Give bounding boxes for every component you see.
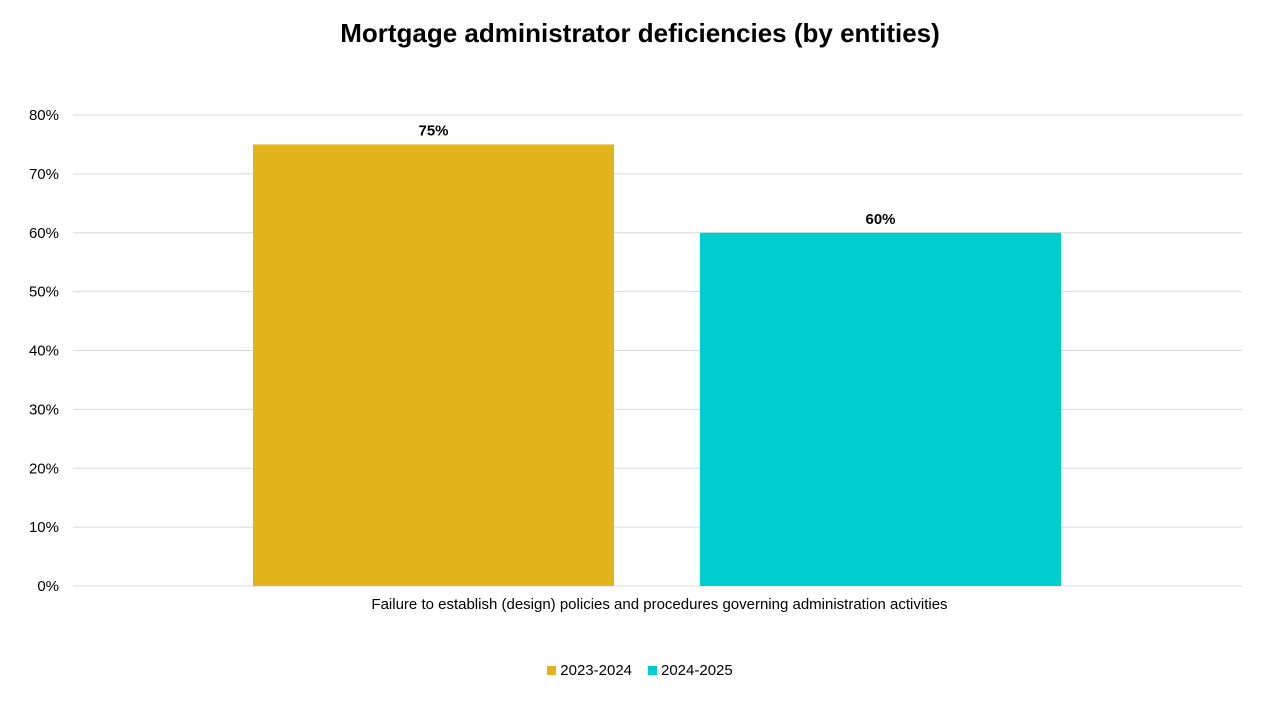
legend-label: 2024-2025: [661, 662, 733, 679]
y-tick-label: 80%: [29, 107, 59, 124]
legend: 2023-2024 2024-2025: [0, 662, 1280, 679]
y-tick-label: 50%: [29, 284, 59, 301]
legend-swatch: [648, 666, 657, 675]
chart-title: Mortgage administrator deficiencies (by …: [340, 18, 940, 48]
y-tick-label: 30%: [29, 401, 59, 418]
x-category-label: Failure to establish (design) policies a…: [371, 596, 947, 613]
y-tick-label: 20%: [29, 460, 59, 477]
y-tick-label: 60%: [29, 225, 59, 242]
legend-label: 2023-2024: [560, 662, 632, 679]
y-tick-label: 0%: [37, 578, 59, 595]
y-tick-label: 10%: [29, 519, 59, 536]
data-label: 75%: [418, 122, 448, 139]
y-tick-label: 40%: [29, 343, 59, 360]
legend-swatch: [547, 666, 557, 675]
legend-item: 2024-2025: [648, 662, 733, 679]
data-label: 60%: [865, 211, 895, 228]
bar-2024-2025: [700, 232, 1061, 586]
legend-item: 2023-2024: [547, 662, 632, 679]
y-tick-label: 70%: [29, 166, 59, 183]
bar-2023-2024: [253, 144, 614, 586]
